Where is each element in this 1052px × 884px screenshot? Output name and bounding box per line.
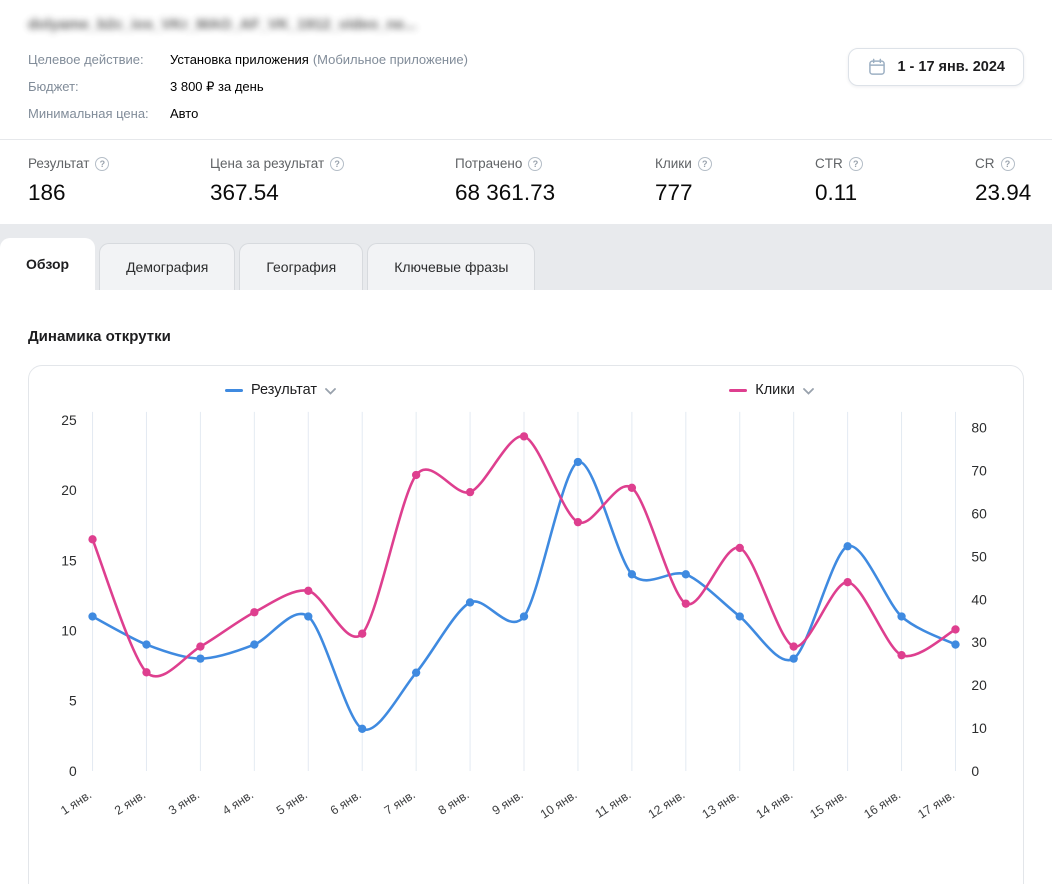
tab-key-phrases[interactable]: Ключевые фразы — [367, 243, 536, 290]
svg-text:25: 25 — [61, 412, 77, 428]
stat-clicks: Клики 777 — [655, 156, 815, 206]
svg-text:8 янв.: 8 янв. — [436, 788, 472, 818]
help-icon[interactable] — [528, 156, 543, 171]
stat-value: 68 361.73 — [455, 180, 556, 205]
svg-text:12 янв.: 12 янв. — [646, 788, 688, 822]
overview-panel: Динамика открутки Результат Клики — [0, 290, 1052, 884]
legend-label: Клики — [755, 382, 795, 398]
campaign-title: dolyame_b2c_ios_VKr_MAO_AF_VK_1912_video… — [28, 16, 417, 33]
svg-text:40: 40 — [971, 591, 987, 607]
svg-text:20: 20 — [971, 677, 987, 693]
svg-text:0: 0 — [971, 763, 979, 779]
info-label: Минимальная цена: — [28, 106, 149, 121]
legend-item-result[interactable]: Результат — [225, 382, 336, 398]
svg-text:1 янв.: 1 янв. — [58, 788, 94, 818]
svg-text:60: 60 — [971, 506, 987, 522]
stat-cost-per-result: Цена за результат 367.54 — [210, 156, 455, 206]
stat-label: CR — [975, 156, 995, 171]
stat-value: 777 — [655, 180, 693, 205]
svg-text:30: 30 — [971, 634, 987, 650]
help-icon[interactable] — [1000, 156, 1015, 171]
chevron-down-icon[interactable] — [802, 386, 814, 395]
info-label: Бюджет: — [28, 79, 79, 94]
series-swatch — [225, 388, 244, 392]
stat-label: Результат — [28, 156, 90, 171]
stat-ctr: CTR 0.11 — [815, 156, 975, 206]
svg-text:17 янв.: 17 янв. — [915, 788, 957, 822]
chevron-down-icon[interactable] — [325, 386, 336, 395]
date-range-label: 1 - 17 янв. 2024 — [897, 59, 1005, 75]
svg-text:0: 0 — [69, 763, 77, 779]
svg-text:15 янв.: 15 янв. — [807, 788, 849, 822]
info-value: Установка приложения — [170, 52, 309, 67]
stat-value: 0.11 — [815, 180, 858, 205]
svg-text:20: 20 — [61, 482, 77, 498]
svg-text:3 янв.: 3 янв. — [166, 788, 202, 818]
tab-demography[interactable]: Демография — [99, 243, 236, 290]
stat-label: Цена за результат — [210, 156, 325, 171]
stat-cr: CR 23.94 — [975, 156, 1031, 206]
stats-row: Результат 186 Цена за результат 367.54 П… — [0, 139, 1052, 206]
svg-text:70: 70 — [971, 463, 987, 479]
date-range-picker[interactable]: 1 - 17 янв. 2024 — [848, 48, 1024, 86]
svg-text:11 янв.: 11 янв. — [592, 788, 633, 821]
stat-value: 367.54 — [210, 180, 279, 205]
stat-spent: Потрачено 68 361.73 — [455, 156, 655, 206]
svg-text:10: 10 — [61, 622, 77, 638]
legend-item-clicks[interactable]: Клики — [729, 382, 814, 398]
info-row-min-price: Минимальная цена: Авто — [28, 100, 468, 127]
stat-label: Клики — [655, 156, 692, 171]
svg-text:7 янв.: 7 янв. — [382, 788, 418, 818]
info-row-target-action: Целевое действие: Установка приложения (… — [28, 46, 468, 73]
svg-text:2 янв.: 2 янв. — [112, 788, 148, 818]
info-row-budget: Бюджет: 3 800 ₽ за день — [28, 73, 468, 100]
help-icon[interactable] — [697, 156, 712, 171]
stat-label: Потрачено — [455, 156, 523, 171]
svg-text:16 янв.: 16 янв. — [861, 788, 903, 822]
svg-text:14 янв.: 14 янв. — [754, 788, 796, 822]
svg-text:4 янв.: 4 янв. — [220, 788, 256, 818]
stat-result: Результат 186 — [28, 156, 210, 206]
svg-text:80: 80 — [971, 420, 987, 436]
tab-geography[interactable]: География — [239, 243, 364, 290]
svg-text:50: 50 — [971, 548, 987, 564]
svg-text:9 янв.: 9 янв. — [490, 788, 526, 818]
chart-legend: Результат Клики — [35, 382, 1017, 398]
campaign-info: Целевое действие: Установка приложения (… — [28, 46, 468, 127]
header: dolyame_b2c_ios_VKr_MAO_AF_VK_1912_video… — [0, 0, 1052, 127]
svg-text:13 янв.: 13 янв. — [700, 788, 742, 822]
svg-text:5: 5 — [69, 693, 77, 709]
stat-value: 23.94 — [975, 180, 1032, 205]
line-chart: 1 янв. 2 янв. 3 янв. 4 янв. 5 янв. 6 янв. 7 ян… — [58, 412, 987, 822]
section-title: Динамика открутки — [28, 328, 171, 345]
info-value: 3 800 ₽ за день — [170, 79, 264, 94]
svg-text:10 янв.: 10 янв. — [538, 788, 580, 822]
chart-card: Результат Клики 1 я — [28, 365, 1024, 884]
svg-text:6 янв.: 6 янв. — [328, 788, 364, 818]
svg-text:5 янв.: 5 янв. — [274, 788, 310, 818]
series-swatch — [729, 388, 748, 392]
help-icon[interactable] — [848, 156, 863, 171]
svg-text:15: 15 — [61, 552, 77, 568]
stat-label: CTR — [815, 156, 843, 171]
tabs-bar: Обзор Демография География Ключевые фраз… — [0, 224, 1052, 290]
help-icon[interactable] — [95, 156, 110, 171]
help-icon[interactable] — [330, 156, 345, 171]
info-value: Авто — [170, 106, 199, 121]
stat-value: 186 — [28, 180, 66, 205]
tab-overview[interactable]: Обзор — [0, 238, 96, 290]
svg-text:10: 10 — [971, 720, 987, 736]
calendar-icon — [867, 57, 887, 77]
info-value-secondary: (Мобильное приложение) — [312, 52, 468, 67]
info-label: Целевое действие: — [28, 52, 144, 67]
legend-label: Результат — [251, 382, 317, 398]
